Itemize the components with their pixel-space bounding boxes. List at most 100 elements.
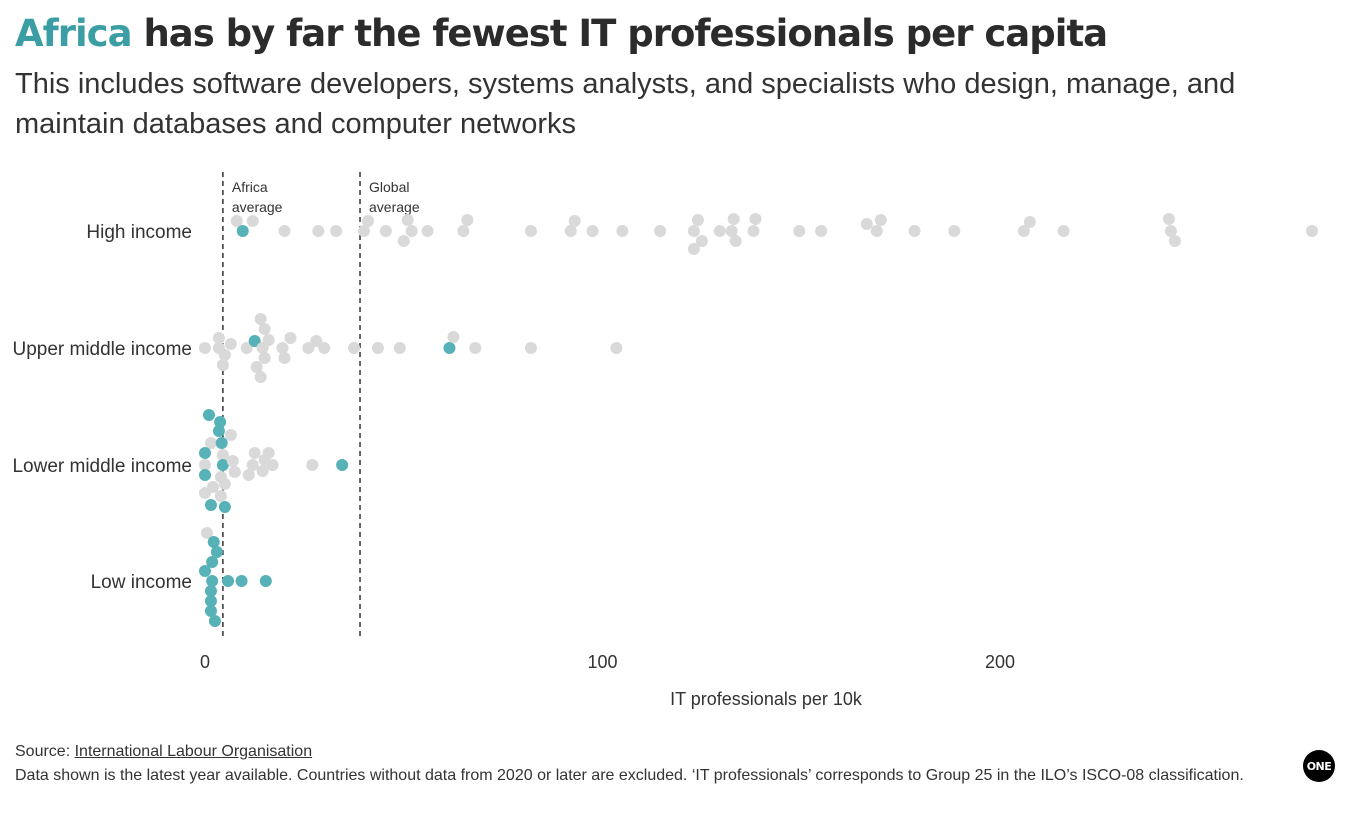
- country-point-1-15: [276, 342, 289, 354]
- country-point-1-16: [278, 352, 291, 364]
- country-point-2-20: [242, 469, 255, 481]
- country-point-1-4: [218, 349, 231, 361]
- africa-point-3-4: [199, 565, 211, 577]
- country-point-0-32: [815, 225, 828, 237]
- country-point-0-42: [1164, 225, 1177, 237]
- x-axis: 0 100 200 IT professionals per 10k: [200, 652, 1015, 709]
- africa-point-1-24: [443, 342, 456, 354]
- country-point-0-11: [405, 225, 418, 237]
- africa-point-2-27: [204, 499, 217, 511]
- chart-title: Africa has by far the fewest IT professi…: [15, 10, 1108, 58]
- country-point-1-26: [469, 342, 482, 354]
- country-point-2-26: [214, 490, 227, 502]
- country-point-0-35: [874, 214, 887, 226]
- country-point-1-17: [284, 332, 297, 344]
- x-tick-label-2: 200: [985, 652, 1015, 672]
- chart-subtitle: This includes software developers, syste…: [15, 68, 1236, 140]
- country-point-2-15: [266, 459, 279, 471]
- country-point-2-13: [246, 459, 259, 471]
- country-point-1-22: [371, 342, 384, 354]
- country-point-0-12: [421, 225, 434, 237]
- category-labels: High income Upper middle income Lower midd…: [12, 222, 192, 593]
- africa-point-3-10: [204, 595, 217, 607]
- africa-point-2-6: [199, 447, 211, 459]
- country-point-0-30: [749, 213, 762, 225]
- country-point-0-40: [1057, 225, 1070, 237]
- africa-point-3-7: [235, 575, 248, 587]
- country-point-2-12: [226, 455, 239, 467]
- country-point-1-9: [254, 313, 267, 325]
- africa-point-3-11: [204, 605, 217, 617]
- africa-point-3-9: [204, 585, 217, 597]
- one-logo: ONE: [1303, 750, 1335, 782]
- x-tick-label-0: 0: [200, 652, 210, 672]
- africa-point-2-17: [336, 459, 349, 471]
- country-point-0-34: [870, 225, 883, 237]
- country-point-1-14: [262, 334, 275, 346]
- africa-point-2-1: [214, 416, 227, 428]
- africa-point-2-2: [212, 425, 225, 437]
- country-point-0-5: [330, 225, 343, 237]
- country-point-0-44: [1306, 225, 1319, 237]
- africa-point-2-5: [215, 437, 228, 449]
- country-point-0-2: [246, 215, 259, 227]
- x-tick-label-1: 100: [587, 652, 617, 672]
- title-highlight: Africa: [15, 12, 133, 55]
- footer: Source: International Labour Organisatio…: [15, 740, 1255, 788]
- country-point-0-39: [1023, 216, 1036, 228]
- country-point-0-23: [691, 214, 704, 226]
- category-label-0: High income: [86, 222, 192, 243]
- country-point-1-18: [302, 342, 315, 354]
- country-point-1-12: [258, 323, 271, 335]
- country-point-1-20: [318, 342, 331, 354]
- country-point-2-7: [216, 449, 229, 461]
- country-point-1-23: [393, 342, 406, 354]
- country-point-0-4: [312, 225, 325, 237]
- source-label: Source:: [15, 743, 75, 760]
- country-point-1-3: [216, 359, 229, 371]
- country-point-0-33: [860, 218, 873, 230]
- country-point-0-26: [725, 225, 738, 237]
- country-point-1-19: [310, 335, 323, 347]
- footer-note: Data shown is the latest year available.…: [15, 767, 1244, 784]
- country-point-0-22: [687, 243, 700, 255]
- country-point-2-24: [218, 478, 231, 490]
- country-point-0-36: [908, 225, 921, 237]
- country-point-0-3: [278, 225, 291, 237]
- country-point-0-9: [397, 235, 410, 247]
- country-point-1-25: [447, 331, 460, 343]
- country-point-0-8: [379, 225, 392, 237]
- country-point-0-20: [654, 225, 667, 237]
- country-point-1-10: [254, 371, 267, 383]
- country-point-2-3: [224, 429, 237, 441]
- reference-label-0-0: Africa: [232, 179, 268, 195]
- africa-point-3-6: [222, 575, 235, 587]
- country-point-0-15: [524, 225, 537, 237]
- category-label-2: Lower middle income: [12, 456, 192, 477]
- country-point-1-8: [250, 361, 263, 373]
- country-point-0-17: [568, 215, 581, 227]
- country-point-0-31: [793, 225, 806, 237]
- country-point-0-0: [230, 215, 243, 227]
- africa-point-1-7: [248, 335, 261, 347]
- reference-lines: Africa average Global average: [222, 172, 420, 636]
- country-point-0-13: [457, 225, 470, 237]
- country-point-1-13: [258, 352, 271, 364]
- title-rest: has by far the fewest IT professionals p…: [131, 12, 1108, 55]
- country-point-0-27: [727, 213, 740, 225]
- country-point-2-16: [306, 459, 319, 471]
- africa-point-3-12: [208, 615, 221, 627]
- africa-point-0-1: [236, 225, 249, 237]
- africa-point-2-18: [199, 469, 211, 481]
- country-point-0-28: [729, 235, 742, 247]
- country-point-0-21: [687, 225, 700, 237]
- country-point-1-2: [212, 332, 225, 344]
- africa-point-2-0: [202, 409, 215, 421]
- country-point-2-8: [248, 447, 261, 459]
- source-link[interactable]: International Labour Organisation: [74, 743, 313, 760]
- country-point-1-6: [240, 342, 253, 354]
- reference-label-1-0: Global: [369, 179, 409, 195]
- country-point-0-38: [1017, 225, 1030, 237]
- country-point-0-43: [1168, 235, 1181, 247]
- country-point-1-28: [610, 342, 623, 354]
